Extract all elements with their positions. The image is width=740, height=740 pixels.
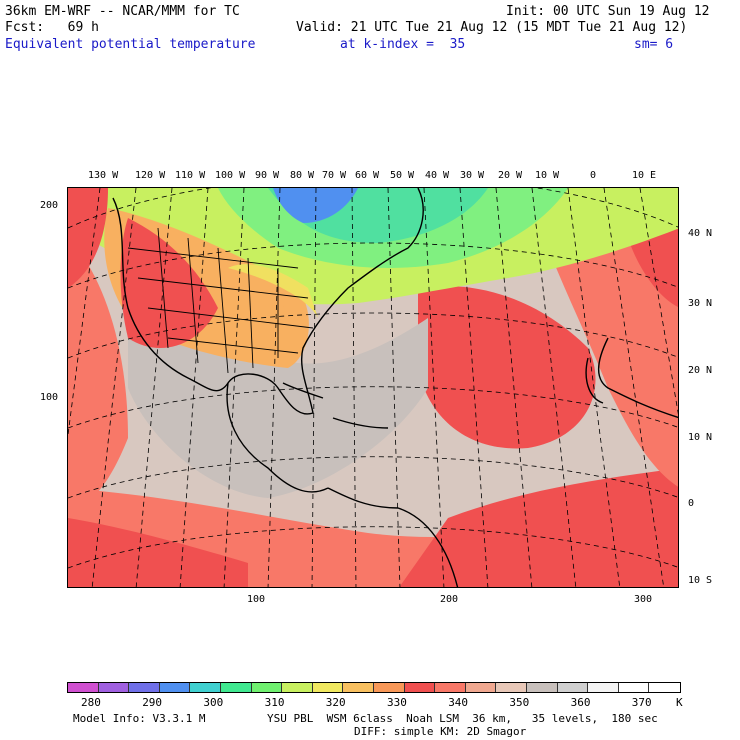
- state-borders: [127, 227, 314, 374]
- lon-label: 70 W: [322, 170, 347, 181]
- colorbar-swatch: [220, 683, 252, 692]
- colorbar-swatch: [343, 683, 374, 692]
- colorbar-swatch: [526, 683, 558, 692]
- colorbar: [67, 682, 681, 693]
- field-us-red: [120, 218, 218, 348]
- physics-info: YSU PBL WSM 6class Noah LSM 36 km, 35 le…: [267, 712, 658, 725]
- colorbar-swatch: [465, 683, 497, 692]
- field-us-yellow: [228, 264, 318, 318]
- lat-label: 0: [688, 498, 695, 509]
- lat-label: 20 N: [688, 365, 713, 376]
- valid-time: Valid: 21 UTC Tue 21 Aug 12 (15 MDT Tue …: [296, 20, 688, 35]
- model-title: 36km EM-WRF -- NCAR/MMM for TC: [5, 4, 240, 19]
- colorbar-swatch: [373, 683, 405, 692]
- colorbar-swatch: [649, 683, 680, 692]
- grid-x-label: 100: [247, 594, 266, 605]
- level-label: at k-index = 35: [340, 37, 466, 52]
- colorbar-tick-label: 370: [631, 696, 652, 709]
- lat-label: 30 N: [688, 298, 713, 309]
- colorbar-swatch: [98, 683, 130, 692]
- lon-label: 120 W: [135, 170, 166, 181]
- colorbar-swatch: [404, 683, 436, 692]
- colorbar-swatch: [129, 683, 160, 692]
- lon-label: 60 W: [355, 170, 380, 181]
- field-north-blue: [273, 188, 358, 223]
- colorbar-tick-label: 340: [448, 696, 469, 709]
- colorbar-tick-label: 300: [203, 696, 224, 709]
- colorbar-tick-label: 330: [387, 696, 407, 709]
- graticule: [68, 188, 678, 587]
- field-southwest-red: [68, 518, 248, 587]
- colorbar-swatch: [159, 683, 191, 692]
- field-gray-zone: [128, 318, 428, 498]
- field-pacific-red: [68, 188, 108, 288]
- colorbar-tick-label: 320: [325, 696, 346, 709]
- grid-x-label: 200: [440, 594, 459, 605]
- colorbar-swatch: [496, 683, 527, 692]
- init-time: Init: 00 UTC Sun 19 Aug 12: [506, 4, 710, 19]
- colorbar-swatch: [435, 683, 466, 692]
- coastlines: [112, 188, 678, 587]
- lon-label: 90 W: [255, 170, 280, 181]
- lon-label: 10 E: [632, 170, 657, 181]
- lon-label: 40 W: [425, 170, 450, 181]
- forecast-hour: Fcst: 69 h: [5, 20, 99, 35]
- colorbar-swatch: [68, 683, 99, 692]
- colorbar-unit: K: [676, 696, 683, 709]
- lon-label: 0: [590, 170, 597, 181]
- lon-label: 20 W: [498, 170, 523, 181]
- colorbar-swatch: [588, 683, 619, 692]
- lon-label: 30 W: [460, 170, 485, 181]
- lat-label: 40 N: [688, 228, 713, 239]
- lon-label: 110 W: [175, 170, 206, 181]
- field-pacific-salmon: [68, 238, 128, 508]
- lon-label: 100 W: [215, 170, 246, 181]
- field-south-red: [399, 468, 678, 587]
- lon-label: 50 W: [390, 170, 415, 181]
- colorbar-swatch: [312, 683, 344, 692]
- colorbar-swatch: [557, 683, 589, 692]
- theta-e-map: [68, 188, 678, 587]
- colorbar-swatch: [618, 683, 650, 692]
- colorbar-swatch: [282, 683, 313, 692]
- lon-label: 80 W: [290, 170, 315, 181]
- lon-label: 130 W: [88, 170, 119, 181]
- field-us-east-orange: [218, 278, 308, 353]
- field-atlantic-red: [418, 286, 596, 449]
- lon-label: 10 W: [535, 170, 560, 181]
- lat-label: 10 S: [688, 575, 713, 586]
- grid-y-label: 200: [40, 200, 59, 211]
- map-panel: [67, 187, 679, 588]
- colorbar-tick-label: 310: [264, 696, 285, 709]
- colorbar-tick-label: 350: [509, 696, 530, 709]
- field-east-salmon: [548, 228, 678, 487]
- diffusion-info: DIFF: simple KM: 2D Smagor: [354, 725, 527, 738]
- model-info: Model Info: V3.3.1 M: [73, 712, 206, 725]
- grid-x-label: 300: [634, 594, 653, 605]
- smoothing-label: sm= 6: [634, 37, 674, 52]
- colorbar-tick-label: 290: [142, 696, 163, 709]
- grid-y-label: 100: [40, 392, 59, 403]
- colorbar-tick-label: 280: [81, 696, 101, 709]
- colorbar-swatch: [251, 683, 283, 692]
- colorbar-tick-label: 360: [570, 696, 591, 709]
- field-name: Equivalent potential temperature: [5, 37, 256, 52]
- lat-label: 10 N: [688, 432, 713, 443]
- colorbar-swatch: [190, 683, 221, 692]
